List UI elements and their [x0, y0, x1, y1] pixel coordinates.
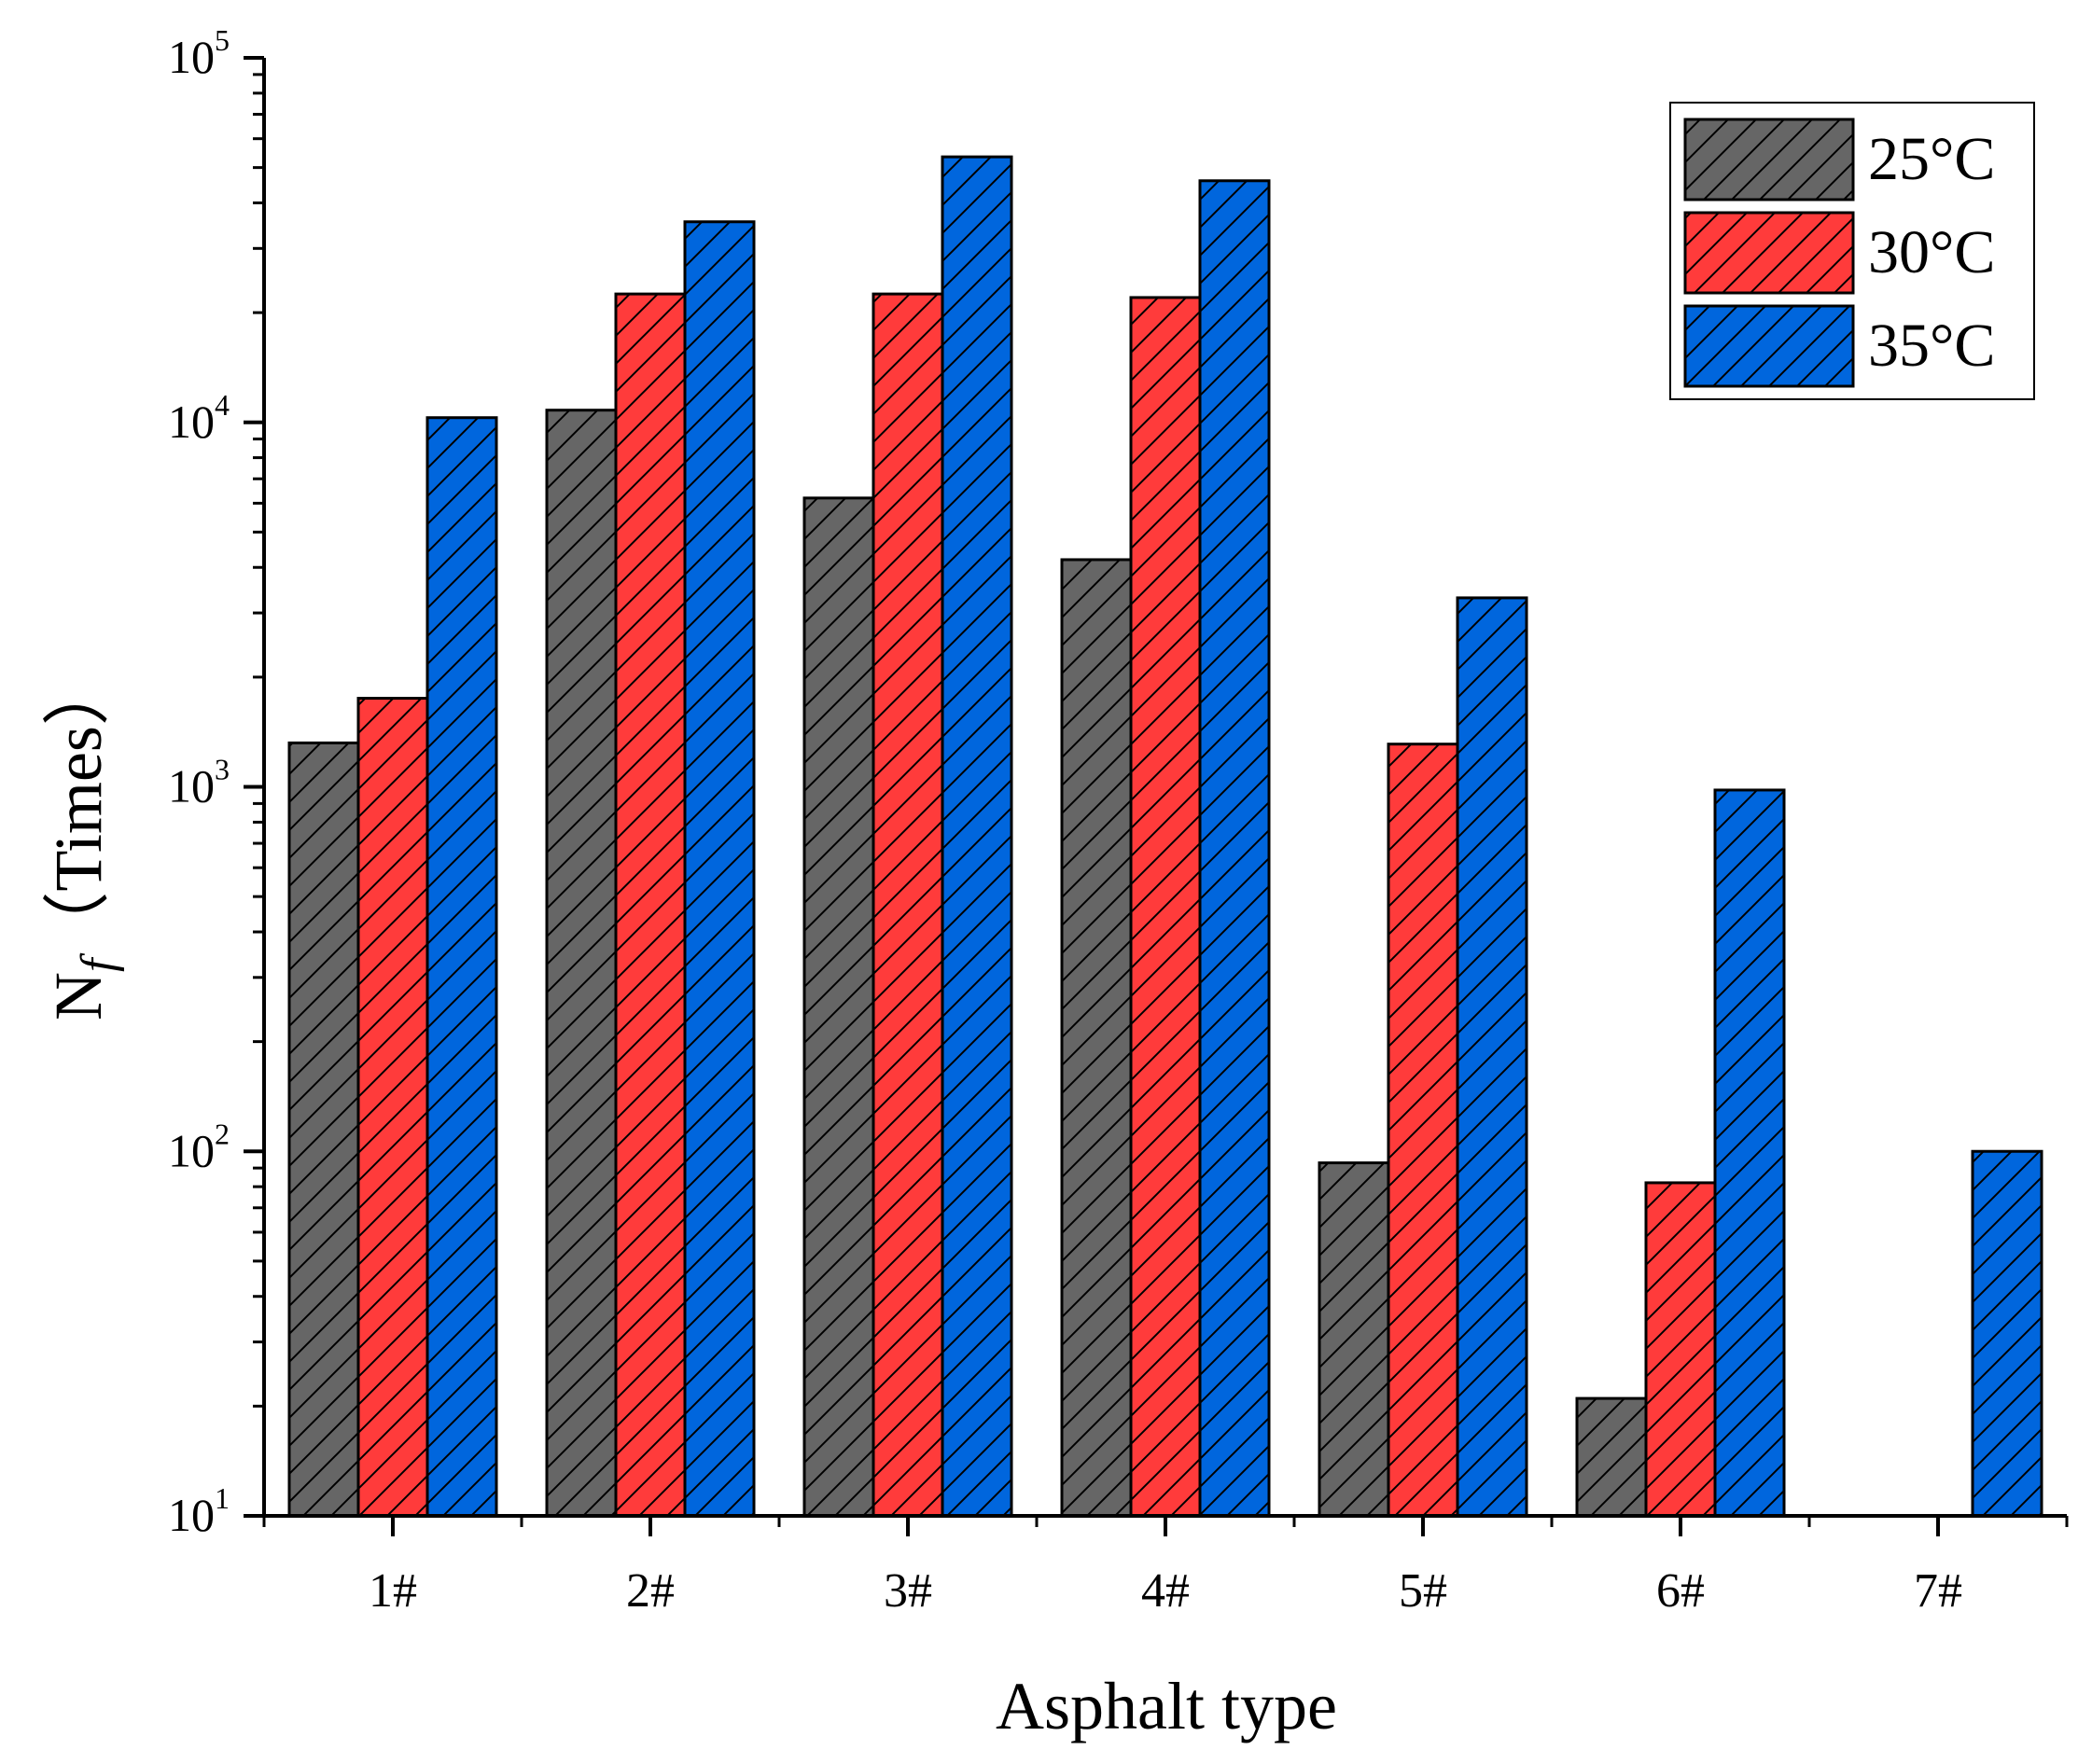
- x-tick-label: 2#: [626, 1564, 675, 1618]
- x-tick-label: 7#: [1914, 1564, 1962, 1618]
- legend-swatch-hatch-35c: [1683, 304, 1855, 388]
- bar-hatch-3-30c: [872, 292, 944, 1518]
- svg-text:Nf（Times）: Nf（Times）: [41, 659, 125, 1021]
- bar-hatch-5-35c: [1456, 596, 1528, 1518]
- y-axis-title-main: N: [41, 972, 116, 1021]
- y-tick-label: 102: [168, 1117, 230, 1176]
- x-axis-title: Asphalt type: [996, 1669, 1337, 1743]
- bar-hatch-3-25c: [802, 496, 875, 1518]
- x-tick-label: 3#: [884, 1564, 932, 1618]
- bar-hatch-6-25c: [1575, 1396, 1648, 1518]
- bar-hatch-1-25c: [287, 741, 360, 1518]
- bar-hatch-4-25c: [1060, 558, 1133, 1518]
- bar-hatch-3-35c: [941, 155, 1013, 1518]
- legend-label-30c: 30°C: [1868, 218, 1995, 286]
- bar-hatch-7-35c: [1971, 1149, 2043, 1518]
- y-tick-label: 103: [168, 753, 230, 813]
- bars: [287, 155, 2043, 1518]
- x-tick-label: 4#: [1141, 1564, 1190, 1618]
- x-tick-label: 1#: [369, 1564, 417, 1618]
- bar-hatch-1-35c: [425, 416, 498, 1518]
- x-tick-label: 6#: [1656, 1564, 1705, 1618]
- bar-hatch-1-30c: [356, 697, 429, 1518]
- y-axis-title-rest: （Times）: [41, 659, 116, 958]
- bar-hatch-5-30c: [1387, 743, 1459, 1518]
- bar-hatch-6-30c: [1644, 1181, 1717, 1518]
- bar-hatch-2-25c: [545, 409, 618, 1518]
- x-tick-label: 5#: [1399, 1564, 1447, 1618]
- bar-hatch-2-35c: [683, 220, 756, 1518]
- y-tick-label: 101: [168, 1481, 230, 1541]
- legend-label-35c: 35°C: [1868, 312, 1995, 380]
- legend-swatch-hatch-30c: [1683, 211, 1855, 295]
- y-tick-label: 105: [168, 23, 230, 83]
- legend-swatch-hatch-25c: [1683, 118, 1855, 201]
- bar-hatch-4-30c: [1129, 296, 1202, 1518]
- bar-hatch-4-35c: [1198, 179, 1271, 1518]
- legend: 25°C 30°C 35°C: [1669, 102, 2035, 400]
- bar-hatch-6-35c: [1713, 788, 1786, 1518]
- y-tick-label: 104: [168, 388, 230, 448]
- bar-hatch-5-25c: [1318, 1161, 1390, 1518]
- bar-hatch-2-30c: [614, 292, 687, 1518]
- legend-label-25c: 25°C: [1868, 125, 1995, 193]
- axes: 101 102 103 104 105 1# 2# 3# 4# 5# 6# 7#: [168, 23, 2069, 1618]
- y-axis-title: Nf（Times）: [41, 659, 125, 1021]
